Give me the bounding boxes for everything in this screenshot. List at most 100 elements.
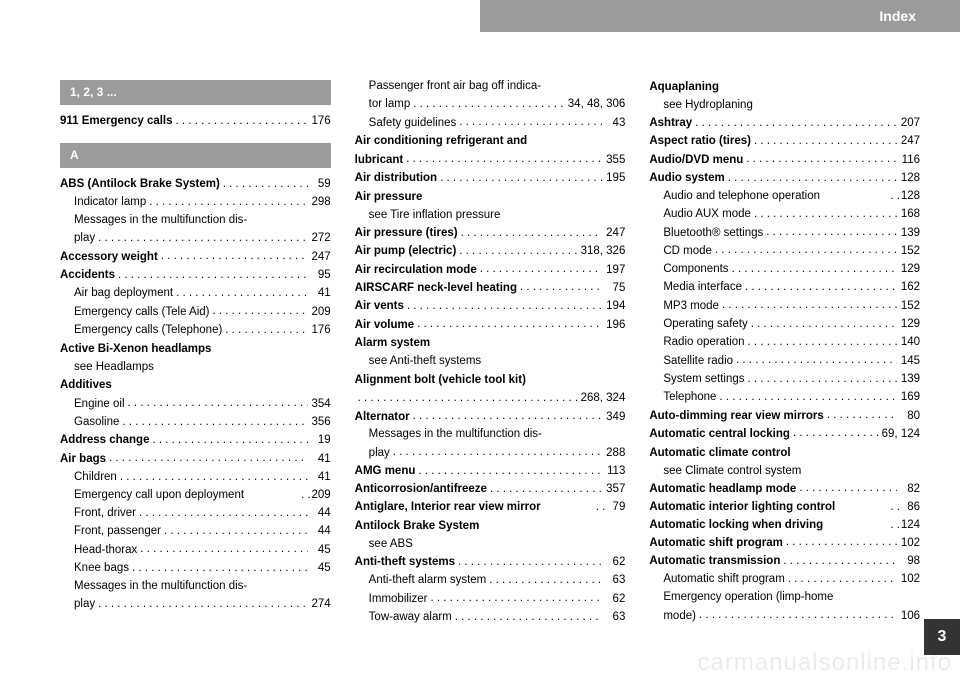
index-page: 247 [605,225,625,243]
index-entry: AIRSCARF neck-level heating75 [355,279,626,297]
index-page: 43 [605,115,625,133]
index-label: Front, passenger [74,523,161,541]
index-entry: AMG menu113 [355,463,626,481]
leader-dots [406,151,602,163]
index-subentry: Emergency calls (Telephone)176 [60,322,331,340]
leader-dots [440,170,602,182]
index-subentry: Satellite radio145 [649,352,920,370]
index-page: 102 [900,535,920,553]
index-entry: Audio system128 [649,170,920,188]
index-page: 247 [311,249,331,267]
index-page: 44 [311,523,331,541]
index-label: mode) [663,608,696,626]
index-subentry: Head-thorax45 [60,541,331,559]
index-page: 288 [605,445,625,463]
index-label: AIRSCARF neck-level heating [355,280,517,298]
leader-dots [799,480,897,492]
index-label: Air bag deployment [74,285,173,303]
index-label: Air recirculation mode [355,262,477,280]
index-page: 354 [311,396,331,414]
index-entry: Air pump (electric) 318, 326 [355,243,626,261]
index-label: Audio system [649,170,724,188]
index-page: 41 [311,469,331,487]
index-subentry: Audio and telephone operation . . 128 [649,188,920,206]
see-reference: see Headlamps [60,359,331,377]
index-label: Air pump (electric) [355,243,457,261]
leader-dots [459,243,577,255]
index-label: Audio AUX mode [663,206,751,224]
index-entry: Alternator349 [355,408,626,426]
index-column-2: Passenger front air bag off indica-tor l… [355,78,626,638]
index-label: Alternator [355,409,410,427]
leader-dots [699,607,897,619]
leader-dots [520,279,602,291]
index-page: 45 [311,542,331,560]
index-page: 318, 326 [581,243,626,261]
leader-dots [417,316,602,328]
index-label: System settings [663,371,744,389]
index-page: 45 [311,560,331,578]
index-entry: Anti-theft systems62 [355,554,626,572]
index-label: Air volume [355,317,414,335]
index-entry: Automatic shift program102 [649,534,920,552]
index-heading: Aquaplaning [649,78,920,97]
leader-dots [122,414,307,426]
index-subentry: Emergency calls (Tele Aid)209 [60,303,331,321]
index-subentry: Telephone169 [649,389,920,407]
index-subentry-continuation: Messages in the multifunction dis- [60,578,331,596]
index-label: AMG menu [355,463,416,481]
index-subentry: System settings139 [649,371,920,389]
index-label: Anti-theft alarm system [369,572,487,590]
leader-dots [213,303,308,315]
index-page: 355 [605,152,625,170]
leader-dots [695,115,897,127]
index-subentry: CD mode152 [649,242,920,260]
leader-dots [120,469,308,481]
leader-dots [746,151,897,163]
index-entry: Air volume196 [355,316,626,334]
leader-dots [461,225,603,237]
watermark: carmanualsonline.info [698,649,952,677]
index-label: Knee bags [74,560,129,578]
index-label: play [74,230,95,248]
see-reference: see Hydroplaning [649,97,920,115]
index-entry: Automatic central locking69, 124 [649,425,920,443]
index-entry: Anticorrosion/antifreeze357 [355,481,626,499]
index-page: 247 [900,133,920,151]
index-label: Emergency call upon deployment [74,487,244,505]
section-header: A [60,143,331,168]
leader-dots [728,170,897,182]
index-page: 102 [900,571,920,589]
index-page: 176 [311,322,331,340]
index-heading: Air conditioning refrigerant and [355,132,626,151]
index-label: Address change [60,432,149,450]
index-label: CD mode [663,243,712,261]
leader-dots [748,371,898,383]
index-label: Automatic headlamp mode [649,481,796,499]
index-subentry-continuation: Messages in the multifunction dis- [60,212,331,230]
leader-dots [458,554,602,566]
leader-dots [754,133,897,145]
index-subentry: Operating safety129 [649,316,920,334]
index-page: 95 [311,267,331,285]
index-subentry-continuation: Messages in the multifunction dis- [355,426,626,444]
leader-dots-short: . . [890,188,900,206]
index-subentry: mode)106 [649,607,920,625]
leader-dots [459,114,602,126]
leader-dots [176,113,308,125]
index-label: Audio and telephone operation [663,188,820,206]
leader-dots [783,553,897,565]
index-heading: Air pressure [355,188,626,207]
index-label: Operating safety [663,316,747,334]
leader-dots [745,279,897,291]
index-label: Air distribution [355,170,437,188]
leader-dots [413,408,603,420]
leader-dots-short: . . [596,499,606,517]
index-subentry: Engine oil354 [60,395,331,413]
leader-dots [109,450,308,462]
leader-dots-short: . . [890,517,900,535]
index-label: Aspect ratio (tires) [649,133,751,151]
index-entry: Air vents194 [355,298,626,316]
index-entry: Air bags41 [60,450,331,468]
index-page: 145 [900,353,920,371]
